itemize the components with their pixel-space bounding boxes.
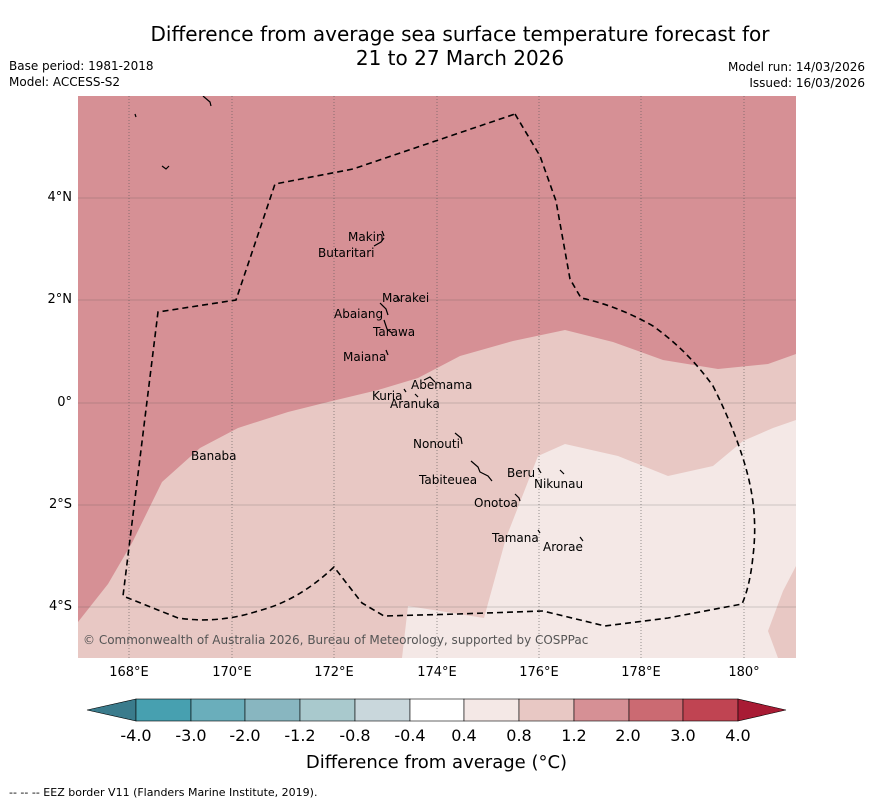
coast-nonouti — [454, 432, 463, 445]
coast-kuria — [403, 388, 407, 393]
lon-label-180: 180° — [728, 665, 760, 680]
colorbar-extend-high — [737, 698, 787, 722]
anomaly-region-0.4-to-0.8 — [402, 420, 796, 658]
island-label: Kuria — [372, 389, 403, 403]
lon-label-174E: 174°E — [417, 665, 457, 680]
title-line-1: Difference from average sea surface temp… — [150, 22, 770, 46]
island-label: Onotoa — [474, 496, 518, 510]
coast-marakei — [396, 295, 401, 302]
colorbar-label: Difference from average (°C) — [305, 752, 568, 773]
island-label: Nonouti — [413, 437, 460, 451]
island-label: Aranuka — [390, 397, 440, 411]
island-label: Arorae — [543, 540, 583, 554]
colorbar-tick-label: -2.0 — [229, 726, 261, 745]
lat-label-2N: 2°N — [47, 292, 73, 307]
metadata-left: Base period: 1981-2018 Model: ACCESS-S2 — [9, 58, 154, 90]
coastlines — [134, 96, 584, 542]
colorbar-tick-label: -0.4 — [394, 726, 426, 745]
colorbar-segment — [682, 698, 739, 722]
coast-abemama — [423, 376, 436, 383]
colorbar-segment — [628, 698, 684, 722]
colorbar-tick-label: 3.0 — [670, 726, 696, 745]
coast-north-2 — [134, 113, 137, 118]
colorbar-tick-label: -4.0 — [120, 726, 152, 745]
coast-tamana — [537, 529, 541, 534]
colorbar-tick-label: 4.0 — [725, 726, 751, 745]
eez-legend: -- -- -- EEZ border V11 (Flanders Marine… — [9, 786, 318, 799]
lon-label-168E: 168°E — [109, 665, 149, 680]
colorbar-segment — [518, 698, 575, 722]
title-line-2: 21 to 27 March 2026 — [355, 46, 565, 70]
lon-label-172E: 172°E — [314, 665, 354, 680]
coast-abaiang — [379, 302, 389, 316]
colorbar-segment — [135, 698, 192, 722]
colorbar-tick-label: -3.0 — [175, 726, 207, 745]
island-label: Marakei — [382, 291, 429, 305]
colorbar-segment — [190, 698, 246, 722]
lat-label-4N: 4°N — [47, 190, 73, 205]
island-label: Tarawa — [372, 325, 415, 339]
coast-north-1 — [202, 96, 212, 107]
coast-beru — [537, 467, 542, 474]
coast-nikunau — [559, 469, 565, 475]
metadata-right: Model run: 14/03/2026 Issued: 16/03/2026 — [728, 59, 865, 91]
sst-anomaly-map: Makin Butaritari Marakei Abaiang Tarawa … — [78, 96, 796, 658]
coast-aranuka — [414, 393, 419, 398]
eez-border — [122, 113, 756, 627]
lat-label-2S: 2°S — [48, 497, 72, 512]
colorbar-tick-label: 2.0 — [615, 726, 641, 745]
island-label: Tamana — [491, 531, 539, 545]
colorbar-segment — [244, 698, 301, 722]
model-run: Model run: 14/03/2026 — [727, 60, 865, 74]
colorbar-extend-low — [86, 698, 137, 722]
lon-label-176E: 176°E — [519, 665, 559, 680]
lat-label-4S: 4°S — [48, 599, 72, 614]
colorbar-segment — [573, 698, 630, 722]
chart-title: Difference from average sea surface temp… — [80, 22, 840, 70]
coast-makin — [381, 230, 385, 237]
colorbar — [86, 698, 787, 722]
colorbar-segment — [409, 698, 465, 722]
colorbar-tick-label: -0.8 — [339, 726, 371, 745]
colorbar-tick-label: 0.8 — [506, 726, 532, 745]
copyright-notice: © Commonwealth of Australia 2026, Bureau… — [83, 633, 588, 647]
colorbar-tick-label: -1.2 — [284, 726, 316, 745]
island-label: Abaiang — [334, 307, 383, 321]
colorbar-segment — [463, 698, 520, 722]
island-label: Tabiteuea — [418, 473, 477, 487]
colorbar-segment — [299, 698, 356, 722]
coast-butaritari — [373, 237, 385, 247]
coast-tabiteuea — [470, 460, 493, 482]
island-labels: Makin Butaritari Marakei Abaiang Tarawa … — [191, 230, 583, 554]
model-name: Model: ACCESS-S2 — [9, 75, 121, 89]
issued-date: Issued: 16/03/2026 — [749, 76, 865, 90]
lon-label-170E: 170°E — [212, 665, 252, 680]
island-label: Nikunau — [534, 477, 583, 491]
colorbar-segment — [354, 698, 411, 722]
lat-label-0: 0° — [57, 395, 72, 410]
coast-onotoa — [514, 493, 521, 502]
island-label: Butaritari — [318, 246, 375, 260]
colorbar-tick-label: 0.4 — [451, 726, 477, 745]
coast-tarawa — [383, 319, 393, 334]
base-period: Base period: 1981-2018 — [9, 59, 154, 73]
colorbar-tick-label: 1.2 — [561, 726, 587, 745]
gridlines — [78, 96, 796, 658]
lon-label-178E: 178°E — [621, 665, 661, 680]
coast-north-3 — [161, 165, 170, 170]
coast-maiana — [385, 349, 389, 356]
island-label: Abemama — [411, 378, 472, 392]
island-label: Banaba — [191, 449, 237, 463]
island-label: Beru — [507, 466, 535, 480]
coast-arorae — [579, 536, 584, 542]
island-label: Makin — [348, 230, 384, 244]
island-label: Maiana — [343, 350, 386, 364]
